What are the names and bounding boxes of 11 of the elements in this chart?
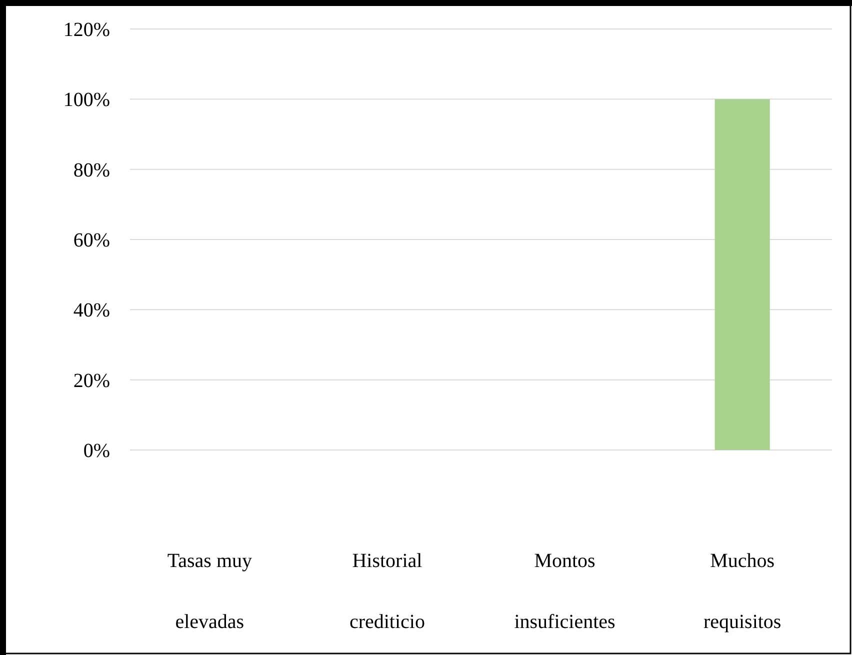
- category-label: Montos insuficientes: [514, 550, 616, 633]
- category-label: Muchos requisitos: [703, 550, 782, 633]
- y-tick-label: 0%: [83, 440, 110, 462]
- y-tick-label: 40%: [73, 300, 110, 322]
- y-tick-label: 60%: [73, 230, 110, 252]
- y-tick-label: 80%: [73, 159, 110, 182]
- y-tick-label: 100%: [63, 89, 110, 112]
- category-label: Tasas muy elevadas: [167, 550, 252, 633]
- y-tick-label: 120%: [63, 19, 110, 41]
- category-label: Historial crediticio: [349, 550, 425, 633]
- y-tick-label: 20%: [73, 370, 110, 392]
